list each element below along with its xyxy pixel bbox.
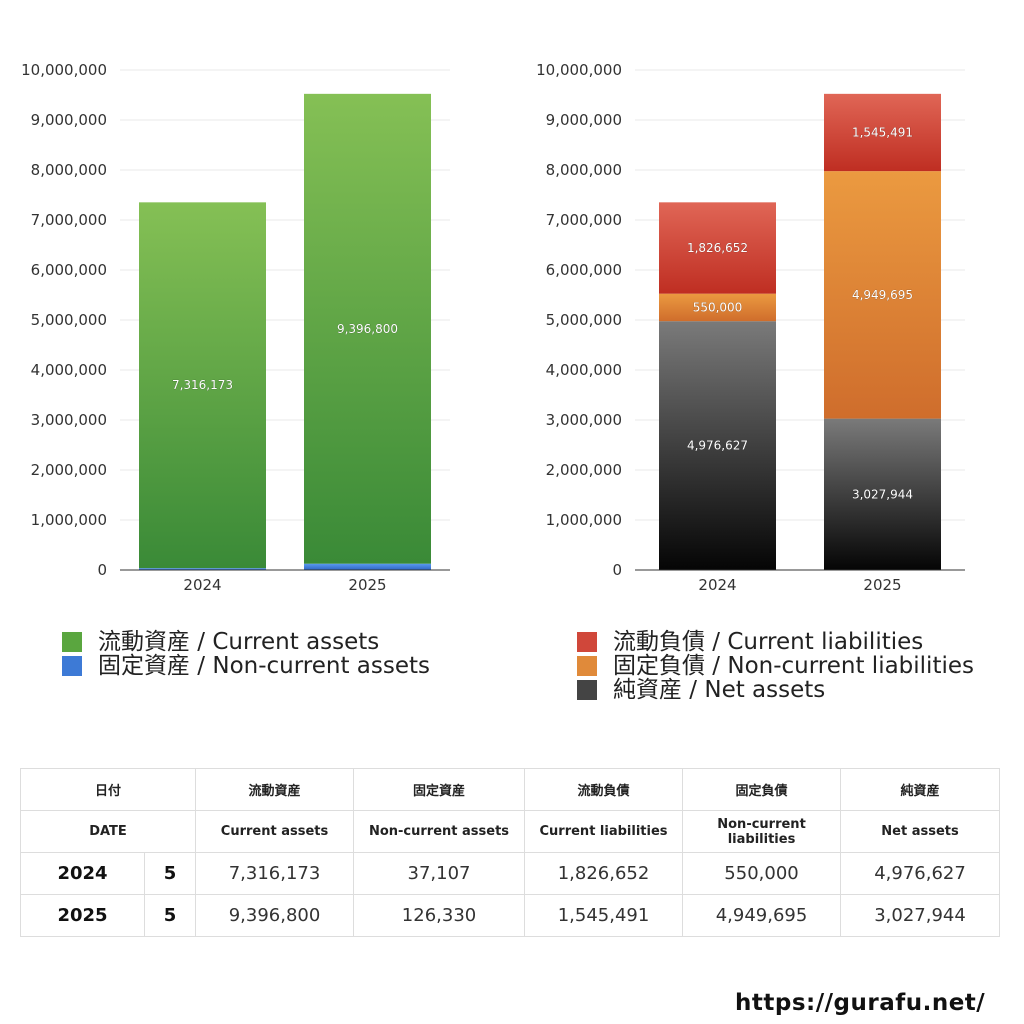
- y-tick-label: 0: [97, 561, 107, 579]
- y-tick-label: 7,000,000: [546, 211, 622, 229]
- data-label: 7,316,173: [172, 378, 233, 392]
- y-tick-label: 5,000,000: [546, 311, 622, 329]
- legend-swatch: [62, 632, 82, 652]
- table-row: 2024 5 7,316,173 37,107 1,826,652 550,000 4,97…: [20, 852, 1001, 895]
- data-label: 4,976,627: [687, 439, 748, 453]
- legend-label: 固定負債 / Non-current liabilities: [613, 653, 974, 679]
- legend-swatch: [577, 680, 597, 700]
- table-header-cell: DATE: [19, 810, 197, 853]
- bar-segment-net-assets: [659, 321, 776, 570]
- table-header-row: DATE Current assets Non-current assets Curr…: [19, 810, 1001, 853]
- bar-segment-noncurrent-liabilities: [659, 293, 776, 322]
- y-tick-label: 3,000,000: [546, 411, 622, 429]
- y-tick-label: 2,000,000: [546, 461, 622, 479]
- y-tick-label: 8,000,000: [31, 161, 107, 179]
- charts-canvas: 0 1,000,000 2,000,000 3,000,000 4,000,000 5,0…: [21, 61, 965, 594]
- y-tick-label: 0: [612, 561, 622, 579]
- table-cell: 4,976,627: [840, 852, 1001, 895]
- table-header-cell: Non-current liabilities: [682, 810, 842, 853]
- table-cell: 2025: [20, 894, 145, 937]
- legend-item: 流動資産 / Current assets: [62, 630, 430, 654]
- table-cell: 1,826,652: [524, 852, 684, 895]
- y-tick-label: 2,000,000: [31, 461, 107, 479]
- liabilities-chart: 0 1,000,000 2,000,000 3,000,000 4,000,000 5,0…: [536, 61, 965, 594]
- legend-label: 流動負債 / Current liabilities: [613, 629, 924, 655]
- y-tick-label: 1,000,000: [546, 511, 622, 529]
- table-cell: 37,107: [353, 852, 526, 895]
- legend-item: 固定負債 / Non-current liabilities: [577, 654, 974, 678]
- y-tick-label: 3,000,000: [31, 411, 107, 429]
- table-header-cell: 流動資産: [195, 768, 355, 811]
- y-tick-label: 1,000,000: [31, 511, 107, 529]
- table-header-cell: 固定負債: [682, 768, 842, 811]
- table-cell: 3,027,944: [840, 894, 1001, 937]
- legend-item: 純資産 / Net assets: [577, 678, 974, 702]
- table-header-cell: Current liabilities: [524, 810, 684, 853]
- x-tick-label: 2024: [183, 576, 221, 594]
- table-cell: 126,330: [353, 894, 526, 937]
- y-tick-label: 8,000,000: [546, 161, 622, 179]
- assets-legend: 流動資産 / Current assets 固定資産 / Non-current …: [62, 630, 430, 678]
- data-label: 550,000: [693, 300, 743, 314]
- y-tick-label: 7,000,000: [31, 211, 107, 229]
- bar-segment-current-assets: [139, 202, 266, 569]
- table-cell: 5: [143, 894, 197, 937]
- y-tick-label: 9,000,000: [31, 111, 107, 129]
- data-label: 4,949,695: [852, 288, 913, 302]
- bar-segment-net-assets: [824, 418, 941, 570]
- table-header-cell: Non-current assets: [353, 810, 526, 853]
- table-header-row: 日付 流動資産 固定資産 流動負債 固定負債 純資産: [19, 768, 1001, 811]
- legend-label: 固定資産 / Non-current assets: [98, 653, 431, 679]
- y-tick-label: 4,000,000: [31, 361, 107, 379]
- legend-swatch: [62, 656, 82, 676]
- y-tick-label: 10,000,000: [536, 61, 622, 79]
- data-label: 3,027,944: [852, 487, 913, 501]
- x-tick-label: 2025: [863, 576, 901, 594]
- table-row: 2025 5 9,396,800 126,330 1,545,491 4,949,695 3…: [20, 894, 1001, 937]
- y-tick-label: 4,000,000: [546, 361, 622, 379]
- y-tick-label: 10,000,000: [21, 61, 107, 79]
- assets-chart: 0 1,000,000 2,000,000 3,000,000 4,000,000 5,0…: [21, 61, 450, 594]
- table-header-cell: 日付: [19, 768, 197, 811]
- table-cell: 9,396,800: [195, 894, 355, 937]
- data-table: 日付 流動資産 固定資産 流動負債 固定負債 純資産 DATE Current assets N…: [19, 768, 1001, 937]
- y-tick-label: 6,000,000: [546, 261, 622, 279]
- x-tick-label: 2024: [698, 576, 736, 594]
- table-cell: 7,316,173: [195, 852, 355, 895]
- table-cell: 5: [143, 852, 197, 895]
- legend-swatch: [577, 656, 597, 676]
- bar-segment-current-liabilities: [824, 93, 941, 172]
- legend-swatch: [577, 632, 597, 652]
- bar-segment-current-liabilities: [659, 202, 776, 294]
- data-label: 9,396,800: [337, 322, 398, 336]
- liabilities-legend: 流動負債 / Current liabilities 固定負債 / Non-cur…: [577, 630, 974, 702]
- legend-label: 流動資産 / Current assets: [98, 629, 380, 655]
- bar-segment-noncurrent-assets: [139, 568, 266, 570]
- legend-item: 流動負債 / Current liabilities: [577, 630, 974, 654]
- bar-segment-noncurrent-liabilities: [824, 171, 941, 419]
- y-tick-label: 6,000,000: [31, 261, 107, 279]
- y-tick-label: 9,000,000: [546, 111, 622, 129]
- table-cell: 1,545,491: [524, 894, 684, 937]
- bar-segment-current-assets: [304, 93, 431, 564]
- site-url[interactable]: https://gurafu.net/: [735, 990, 986, 1016]
- y-tick-label: 5,000,000: [31, 311, 107, 329]
- table-cell: 550,000: [682, 852, 842, 895]
- bar-segment-noncurrent-assets: [304, 563, 431, 570]
- table-cell: 4,949,695: [682, 894, 842, 937]
- table-header-cell: 純資産: [840, 768, 1001, 811]
- table-header-cell: Current assets: [195, 810, 355, 853]
- data-label: 1,826,652: [687, 241, 748, 255]
- legend-label: 純資産 / Net assets: [613, 677, 826, 703]
- data-label: 1,545,491: [852, 125, 913, 139]
- table-header-cell: 固定資産: [353, 768, 526, 811]
- table-header-cell: Net assets: [840, 810, 1001, 853]
- legend-item: 固定資産 / Non-current assets: [62, 654, 430, 678]
- table-cell: 2024: [20, 852, 145, 895]
- x-tick-label: 2025: [348, 576, 386, 594]
- table-header-cell: 流動負債: [524, 768, 684, 811]
